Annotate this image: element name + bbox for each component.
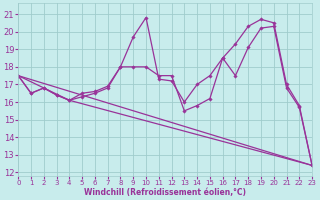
X-axis label: Windchill (Refroidissement éolien,°C): Windchill (Refroidissement éolien,°C) — [84, 188, 246, 197]
